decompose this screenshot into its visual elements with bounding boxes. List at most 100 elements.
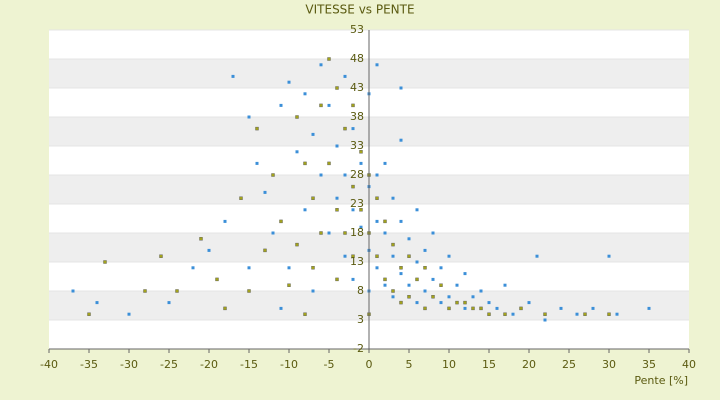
scatter-point (343, 254, 347, 258)
scatter-point (311, 132, 315, 136)
scatter-point (375, 254, 379, 258)
x-tick-label: -20 (200, 358, 218, 371)
scatter-point (351, 254, 355, 258)
scatter-point (207, 248, 211, 252)
scatter-point (511, 312, 515, 316)
scatter-point (343, 126, 347, 131)
scatter-point (279, 103, 283, 107)
scatter-point (71, 289, 75, 293)
scatter-point (479, 289, 483, 293)
scatter-point (543, 312, 547, 316)
scatter-point (399, 219, 403, 223)
scatter-point (295, 115, 299, 119)
scatter-point (423, 248, 427, 252)
scatter-point (559, 306, 563, 310)
x-tick-label: 25 (562, 358, 576, 371)
scatter-point (423, 306, 427, 311)
scatter-point (287, 80, 291, 84)
scatter-point (247, 289, 251, 293)
scatter-point (295, 150, 299, 154)
scatter-point (399, 138, 403, 142)
scatter-point (279, 219, 283, 224)
scatter-point (335, 196, 339, 200)
scatter-point (471, 295, 475, 299)
scatter-point (375, 63, 379, 67)
scatter-point (359, 161, 363, 165)
scatter-point (319, 103, 323, 108)
scatter-point (407, 237, 411, 241)
x-tick-label: 0 (366, 358, 373, 371)
scatter-point (303, 161, 307, 166)
scatter-point (455, 300, 459, 305)
scatter-point (343, 74, 347, 78)
scatter-point (327, 103, 331, 107)
scatter-point (335, 277, 339, 282)
scatter-point (471, 306, 475, 311)
scatter-point (343, 231, 347, 235)
x-tick-label: 5 (406, 358, 413, 371)
y-tick-label: 43 (350, 81, 364, 94)
scatter-point (327, 161, 331, 166)
x-tick-label: -30 (120, 358, 138, 371)
scatter-point (423, 266, 427, 270)
scatter-point (583, 312, 587, 316)
scatter-point (127, 312, 131, 316)
scatter-point (351, 127, 355, 131)
scatter-point (311, 289, 315, 293)
x-tick-label: 40 (682, 358, 696, 371)
scatter-point (391, 254, 395, 258)
scatter-point (319, 63, 323, 67)
scatter-point (231, 74, 235, 78)
scatter-point (383, 231, 387, 235)
scatter-point (463, 306, 467, 310)
scatter-point (615, 312, 619, 316)
scatter-point (391, 242, 395, 247)
scatter-point (447, 254, 451, 258)
x-tick-label: 15 (482, 358, 496, 371)
scatter-point (287, 266, 291, 270)
scatter-point (607, 254, 611, 258)
y-tick-label: 53 (350, 23, 364, 36)
scatter-point (295, 242, 299, 247)
scatter-point (575, 312, 579, 316)
y-tick-label: 28 (350, 168, 364, 181)
scatter-point (239, 196, 243, 200)
scatter-point (271, 231, 275, 235)
scatter-point (87, 312, 91, 316)
scatter-point (495, 306, 499, 310)
scatter-point (223, 306, 227, 311)
scatter-point (447, 306, 451, 311)
scatter-point (439, 283, 443, 287)
scatter-point (407, 295, 411, 299)
scatter-point (327, 231, 331, 235)
scatter-point (415, 277, 419, 282)
scatter-point (247, 266, 251, 270)
scatter-point (479, 306, 483, 311)
scatter-point (415, 301, 419, 305)
scatter-point (287, 283, 291, 287)
scatter-point (399, 86, 403, 90)
y-tick-label: 18 (350, 226, 364, 239)
x-tick-label: 30 (602, 358, 616, 371)
scatter-point (383, 161, 387, 165)
scatter-point (303, 92, 307, 96)
scatter-point (383, 283, 387, 287)
x-tick-label: 10 (442, 358, 456, 371)
scatter-point (351, 184, 355, 189)
y-tick-label: 38 (350, 110, 364, 123)
scatter-point (247, 115, 251, 119)
x-tick-label: -15 (240, 358, 258, 371)
scatter-point (399, 272, 403, 276)
scatter-point (335, 86, 339, 90)
scatter-point (407, 283, 411, 287)
scatter-point (487, 312, 491, 316)
scatter-point (359, 225, 363, 229)
scatter-point (415, 260, 419, 264)
scatter-point (399, 266, 403, 270)
scatter-point (439, 301, 443, 305)
scatter-point (223, 219, 227, 223)
scatter-point (647, 306, 651, 310)
scatter-point (335, 144, 339, 148)
